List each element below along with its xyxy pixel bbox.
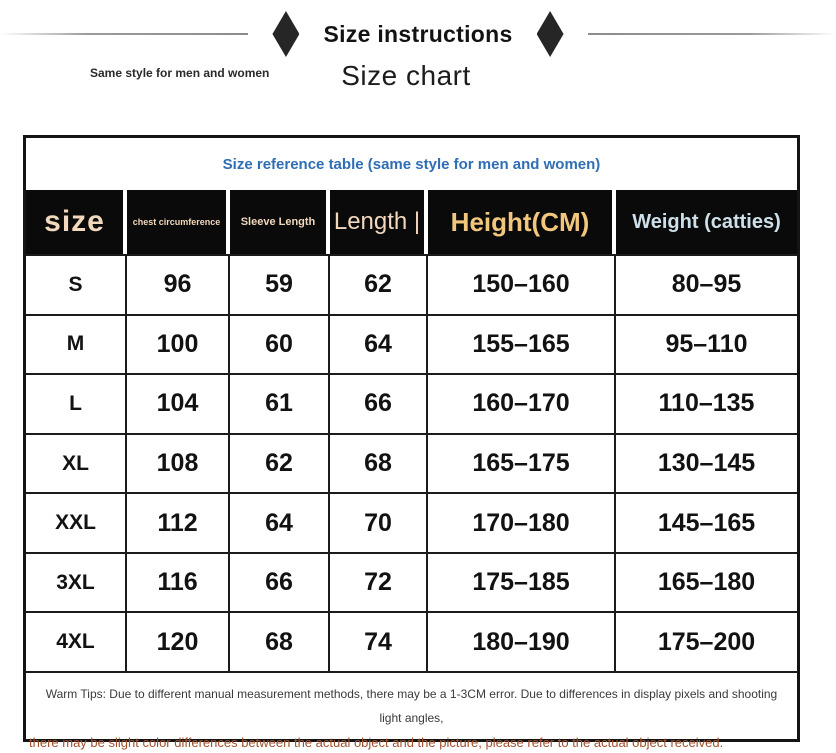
table-cell: 160–170 (426, 375, 614, 433)
diamond-icon (536, 11, 564, 57)
table-cell: L (69, 391, 82, 415)
table-caption-row: Size reference table (same style for men… (26, 138, 797, 190)
banner-title: Size instructions (323, 20, 513, 47)
warm-tips-line2: there may be slight color differences be… (29, 735, 724, 750)
table-row: M 100 60 64 155–165 95–110 (26, 313, 797, 374)
warm-tips-line1: Warm Tips: Due to different manual measu… (45, 687, 778, 725)
table-cell: 72 (328, 553, 426, 612)
table-cell: 175–200 (614, 613, 797, 672)
table-row: L 104 61 66 160–170 110–135 (26, 373, 797, 433)
table-cell: 62 (228, 434, 328, 493)
diamond-icon (272, 11, 300, 57)
subtitle-same-style: Same style for men and women (90, 66, 270, 80)
header-cell-weight: Weight (catties) (616, 190, 797, 254)
table-cell: 116 (125, 553, 228, 612)
table-cell: 80–95 (614, 256, 797, 314)
table-cell: 175–185 (426, 553, 614, 612)
table-row: XL 108 62 68 165–175 130–145 (26, 432, 797, 493)
table-cell: 110–135 (614, 375, 797, 433)
table-cell: 96 (125, 256, 228, 314)
table-cell: 95–110 (614, 315, 797, 374)
table-cell: 165–175 (426, 434, 614, 493)
table-cell: XL (62, 451, 89, 475)
table-cell: 4XL (56, 630, 95, 654)
table-cell: 60 (228, 315, 328, 374)
table-cell: XXL (55, 511, 96, 535)
table-cell: S (68, 272, 83, 296)
table-cell: 74 (328, 613, 426, 672)
table-row: 3XL 116 66 72 175–185 165–180 (26, 551, 797, 612)
table-cell: 180–190 (426, 613, 614, 672)
table-cell: 170–180 (426, 494, 614, 552)
header-cell-chest-circumference: chest circumference (127, 190, 226, 254)
table-cell: 104 (125, 375, 228, 433)
table-cell: 3XL (56, 570, 95, 594)
size-table-body: S 96 59 62 150–160 80–95 M 100 60 64 155–165 95–110… (26, 254, 797, 672)
table-cell: 66 (328, 375, 426, 433)
table-cell: 68 (328, 434, 426, 493)
divider-line-left (0, 33, 249, 35)
table-cell: 155–165 (426, 315, 614, 374)
table-row: 4XL 120 68 74 180–190 175–200 (26, 611, 797, 672)
page-title: Size chart (341, 60, 471, 91)
table-cell: 62 (328, 256, 426, 314)
table-cell: 61 (228, 375, 328, 433)
table-cell: 150–160 (426, 256, 614, 314)
table-cell: 112 (125, 494, 228, 552)
table-cell: 70 (328, 494, 426, 552)
table-cell: 165–180 (614, 553, 797, 612)
table-cell: 68 (228, 613, 328, 672)
warm-tips: Warm Tips: Due to different manual measu… (26, 671, 797, 750)
table-cell: 108 (125, 434, 228, 493)
header-cell-sleeve-length: Sleeve Length (230, 190, 326, 254)
header-cell-size: size (26, 190, 123, 254)
table-caption: Size reference table (same style for men… (222, 155, 601, 173)
header-cell-height: Height(CM) (428, 190, 612, 254)
table-cell: 130–145 (614, 434, 797, 493)
table-cell: M (66, 332, 85, 356)
size-table: Size reference table (same style for men… (23, 135, 800, 750)
table-cell: 100 (125, 315, 228, 374)
table-cell: 145–165 (614, 494, 797, 552)
table-cell: 66 (228, 553, 328, 612)
table-row: S 96 59 62 150–160 80–95 (26, 254, 797, 314)
header-cell-length: Length | (330, 190, 424, 254)
table-header-row: size chest circumference Sleeve Length L… (26, 190, 797, 254)
table-cell: 59 (228, 256, 328, 314)
table-cell: 64 (328, 315, 426, 374)
divider-line-right (587, 33, 836, 35)
table-cell: 64 (228, 494, 328, 552)
table-cell: 120 (125, 613, 228, 672)
table-row: XXL 112 64 70 170–180 145–165 (26, 492, 797, 552)
banner: Size instructions (0, 11, 836, 57)
